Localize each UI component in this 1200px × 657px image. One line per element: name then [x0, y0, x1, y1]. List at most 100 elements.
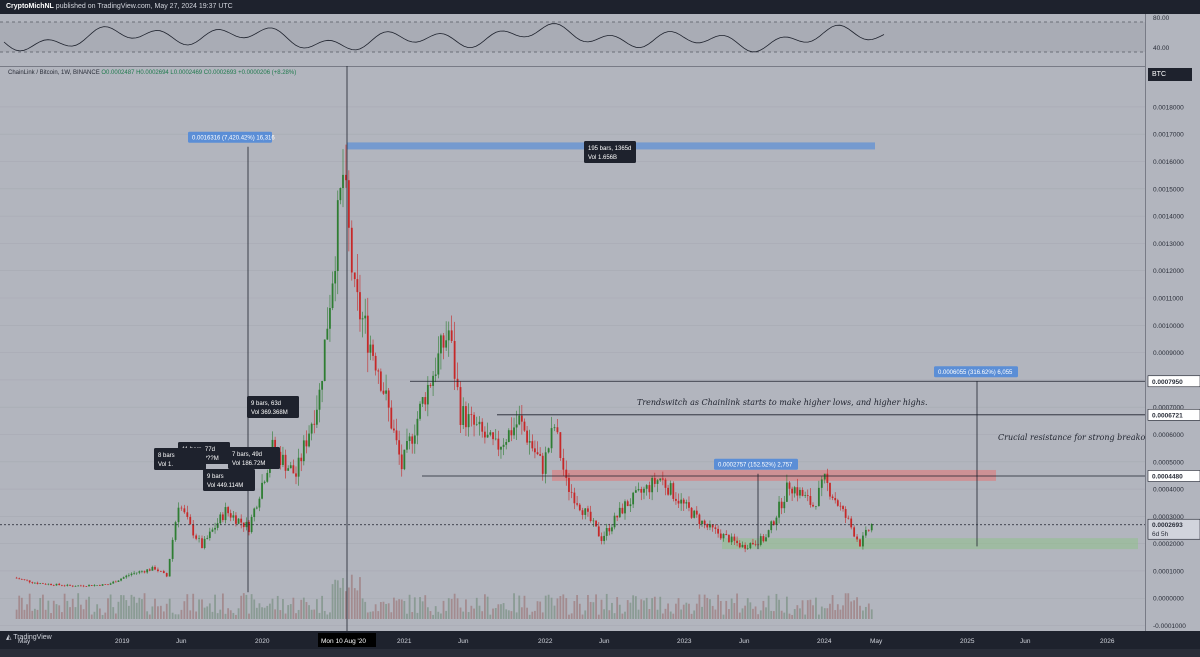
candle-body	[208, 531, 211, 539]
volume-bar	[138, 597, 141, 619]
candle-body	[195, 535, 198, 539]
candle-body	[473, 414, 475, 425]
candle-body	[656, 480, 659, 484]
time-axis[interactable]: May 2019 Jun 2020 2021 Jun 2022 Jun 2023 Jun 2024 M…	[0, 631, 1200, 649]
volume-bar	[162, 611, 165, 619]
volume-bar	[539, 601, 542, 619]
candle-body	[494, 438, 497, 440]
candle-body	[321, 381, 324, 390]
candle-body	[192, 524, 195, 536]
volume-bar	[685, 602, 688, 619]
symbol-name[interactable]: ChainLink / Bitcoin, 1W, BINANCE	[8, 70, 100, 76]
volume-bar	[711, 605, 714, 619]
candle-body	[559, 432, 562, 458]
volume-bar	[122, 595, 125, 619]
volume-bar	[245, 594, 248, 619]
candle-body	[719, 533, 722, 539]
volume-bar	[146, 611, 149, 619]
x-tick-label-14: 2026	[1100, 638, 1115, 645]
volume-bar	[812, 605, 814, 619]
volume-bar	[133, 596, 136, 619]
volume-bar	[862, 610, 864, 619]
volume-bar	[486, 596, 489, 619]
volume-bar	[507, 610, 510, 619]
volume-bar	[403, 600, 406, 619]
candle-body	[101, 584, 104, 586]
level-price-label-0: 0.0007950	[1152, 379, 1183, 386]
author-name[interactable]: CryptoMichNL	[6, 3, 54, 10]
volume-bar	[120, 595, 122, 619]
candle-body	[711, 524, 714, 528]
volume-bar	[71, 598, 74, 619]
volume-bar	[568, 614, 570, 619]
candle-body	[174, 522, 177, 540]
volume-bar	[836, 604, 839, 619]
candle-body	[313, 423, 316, 425]
candle-body	[450, 330, 453, 341]
candle-body	[799, 489, 801, 496]
volume-bar	[605, 593, 608, 619]
candle-body	[201, 538, 203, 549]
candle-body	[534, 448, 536, 453]
candle-body	[148, 569, 151, 571]
candle-body	[738, 543, 741, 548]
rsi-tick-40: 40.00	[1153, 45, 1170, 52]
candle-body	[677, 500, 680, 504]
price-axis[interactable]: -0.0001000 0.0000000 0.0001000 0.0002000 0.0…	[1145, 14, 1200, 631]
candle-body	[847, 517, 850, 519]
candle-body	[765, 537, 767, 542]
candle-body	[553, 427, 556, 429]
volume-bar	[746, 598, 749, 619]
candle-body	[127, 575, 130, 576]
candle-body	[651, 477, 654, 493]
zones	[552, 469, 1138, 550]
volume-bar	[738, 612, 741, 619]
volume-bar	[282, 598, 284, 619]
currency-label[interactable]: BTC	[1148, 68, 1192, 81]
candle-body	[157, 569, 159, 572]
tradingview-logo[interactable]: ◭ TradingView	[6, 633, 52, 641]
volume-bar	[279, 610, 282, 619]
volume-bar	[114, 613, 117, 619]
volume-bar	[44, 609, 47, 619]
volume-bar	[310, 609, 313, 619]
volume-bar	[864, 606, 867, 619]
candle-body	[66, 584, 69, 586]
candle-body	[50, 583, 52, 585]
volume-bar	[300, 599, 303, 619]
candle-body	[478, 421, 481, 425]
volume-bar	[20, 597, 23, 619]
candle-body	[672, 483, 675, 499]
y-tick-label: 0.0004000	[1153, 487, 1184, 494]
volume-bar	[445, 610, 448, 619]
candles	[15, 144, 873, 588]
y-tick-label: 0.0011000	[1153, 296, 1184, 303]
volume-bar	[629, 602, 632, 619]
price-chart[interactable]: 0.0016316 (7,420.42%) 16,316 0.0002757 (1…	[0, 66, 1145, 631]
volume-bar	[839, 609, 842, 619]
candle-body	[366, 315, 369, 353]
candle-body	[162, 571, 165, 574]
candle-body	[618, 507, 621, 518]
volume-bar	[321, 595, 324, 619]
candle-body	[695, 510, 698, 515]
candle-body	[93, 585, 96, 586]
rsi-tick-80: 80.00	[1153, 15, 1170, 22]
volume-bar	[342, 578, 344, 619]
range-tag-line2-4: Vol 1.	[158, 462, 173, 468]
volume-bar	[842, 605, 844, 619]
volume-bar	[248, 613, 250, 619]
candle-body	[502, 444, 505, 447]
candle-body	[219, 514, 222, 524]
level-price-label-1: 0.0006721	[1152, 412, 1183, 419]
volume-bar	[143, 593, 146, 619]
candle-body	[706, 524, 709, 528]
candle-body	[634, 490, 637, 493]
volume-bar	[308, 605, 310, 619]
volume-bar	[453, 593, 456, 619]
candle-body	[284, 454, 287, 471]
volume-bar	[581, 614, 584, 619]
candle-body	[400, 454, 403, 470]
candle-body	[255, 507, 258, 509]
